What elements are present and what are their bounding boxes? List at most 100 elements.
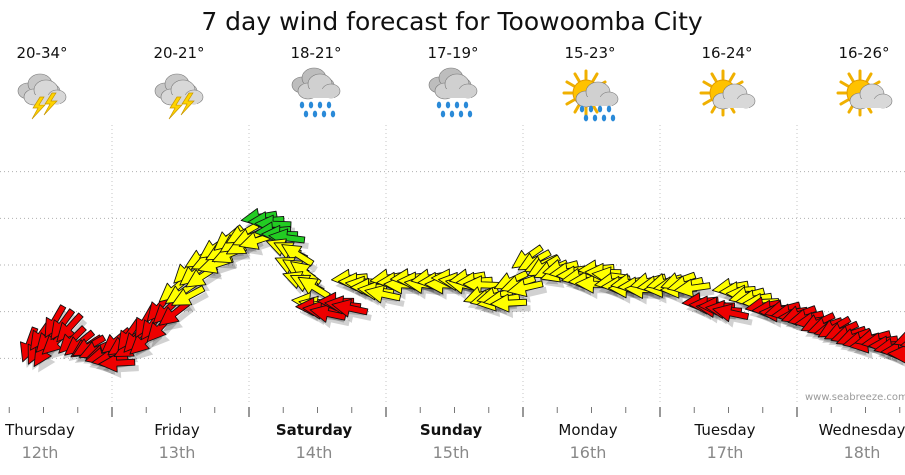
rain-drop [317, 101, 323, 109]
cloud-base [167, 95, 197, 104]
cloud-base [304, 89, 334, 98]
day-date: 15th [433, 443, 470, 462]
sun-ray [573, 72, 581, 83]
wind-arrow-shadow [853, 341, 890, 360]
temperature-label: 18-21° [290, 44, 341, 62]
rain-drop [588, 105, 594, 113]
day-label: Tuesday [693, 421, 755, 439]
day-labels: Thursday 12th Friday 13th Saturday 14th Sunday… [4, 421, 905, 462]
partly-cloudy-icon [699, 69, 756, 117]
wind-arrow [98, 353, 136, 373]
rain-drop [610, 114, 616, 122]
grid [0, 125, 905, 405]
rain-drop [312, 110, 318, 118]
temperature-label: 16-26° [838, 44, 889, 62]
rain-drop [308, 101, 314, 109]
rain-drop [326, 101, 332, 109]
wind-arrow-shadow [648, 285, 685, 304]
day-date: 14th [296, 443, 333, 462]
thunderstorm-icon [17, 73, 67, 120]
wind-arrow [673, 278, 711, 298]
day-label: Wednesday [819, 421, 905, 439]
wind-arrow [364, 284, 402, 304]
wind-arrow-shadow [163, 306, 194, 332]
rain-drop [330, 110, 336, 118]
cloud-front [297, 73, 341, 100]
sun-ray [591, 103, 599, 114]
watermark: www.seabreeze.com.au [805, 392, 905, 403]
rain-drop [583, 114, 589, 122]
chart-title: 7 day wind forecast for Toowoomba City [201, 7, 703, 36]
rain-drop [601, 114, 607, 122]
day-label: Monday [558, 421, 617, 439]
sun-ray [710, 72, 718, 83]
cloud-base [856, 99, 886, 108]
wind-arrow [490, 293, 528, 313]
lightning-bolt [31, 96, 46, 120]
rain-drop [467, 110, 473, 118]
sun-ray [839, 80, 850, 88]
temperature-label: 20-34° [16, 44, 67, 62]
day-date: 13th [159, 443, 196, 462]
sun-ray [847, 72, 855, 83]
temperature-label: 20-21° [153, 44, 204, 62]
rain-drop [303, 110, 309, 118]
sun-ray [565, 80, 576, 88]
wind-arrow-shadow [664, 286, 701, 305]
wind-arrow [56, 312, 84, 343]
temperature-label: 17-19° [427, 44, 478, 62]
rain-drop [445, 101, 451, 109]
rain-drop [597, 105, 603, 113]
sun-showers-icon [562, 69, 619, 122]
rain-drop [440, 110, 446, 118]
wind-arrow [893, 328, 905, 347]
day-label: Thursday [4, 421, 75, 439]
rain-drops [579, 105, 616, 122]
wind-arrow-shadow [511, 284, 548, 303]
sun-ray [565, 98, 576, 106]
rain-drop [299, 101, 305, 109]
sun-ray [839, 98, 850, 106]
wind-arrow-shadow [102, 360, 139, 379]
sun-ray [702, 80, 713, 88]
rain-drop [449, 110, 455, 118]
day-date: 18th [844, 443, 881, 462]
day-label: Sunday [420, 421, 483, 439]
wind-arrow [506, 278, 544, 297]
wind-arrow [462, 275, 500, 295]
sun-ray [573, 103, 581, 114]
cloud-front [712, 83, 756, 110]
cloud-base [30, 95, 60, 104]
rain-icon [291, 67, 341, 118]
day-label: Saturday [276, 421, 353, 439]
sun-ray [702, 98, 713, 106]
lightning-bolt [180, 92, 195, 116]
wind-arrow [171, 285, 206, 306]
weather-icons [17, 67, 893, 122]
temperature-label: 15-23° [564, 44, 615, 62]
wind-arrow-shadow [202, 262, 238, 280]
day-label: Friday [154, 421, 200, 439]
cloud-base [719, 99, 749, 108]
sun-ray [865, 72, 873, 83]
wind-arrow [297, 276, 331, 300]
rain-drops [436, 101, 473, 118]
partly-cloudy-icon [836, 69, 893, 117]
day-date: 12th [22, 443, 59, 462]
day-date: 16th [570, 443, 607, 462]
cloud-front [849, 83, 893, 110]
wind-arrow [331, 298, 369, 318]
wind-arrows [19, 207, 905, 373]
rain-drop [463, 101, 469, 109]
sun-ray [591, 72, 599, 83]
cloud-front [575, 81, 619, 108]
rain-drop [436, 101, 442, 109]
temperature-labels: 20-34° 20-21° 18-21° 17-19° 15-23° 16-24° 16-2… [16, 44, 889, 62]
temperature-label: 16-24° [701, 44, 752, 62]
rain-drop [458, 110, 464, 118]
wind-arrow-shadow [494, 300, 531, 319]
cloud-base [582, 97, 612, 106]
wind-arrow [712, 303, 750, 323]
cloud-front [23, 79, 67, 106]
